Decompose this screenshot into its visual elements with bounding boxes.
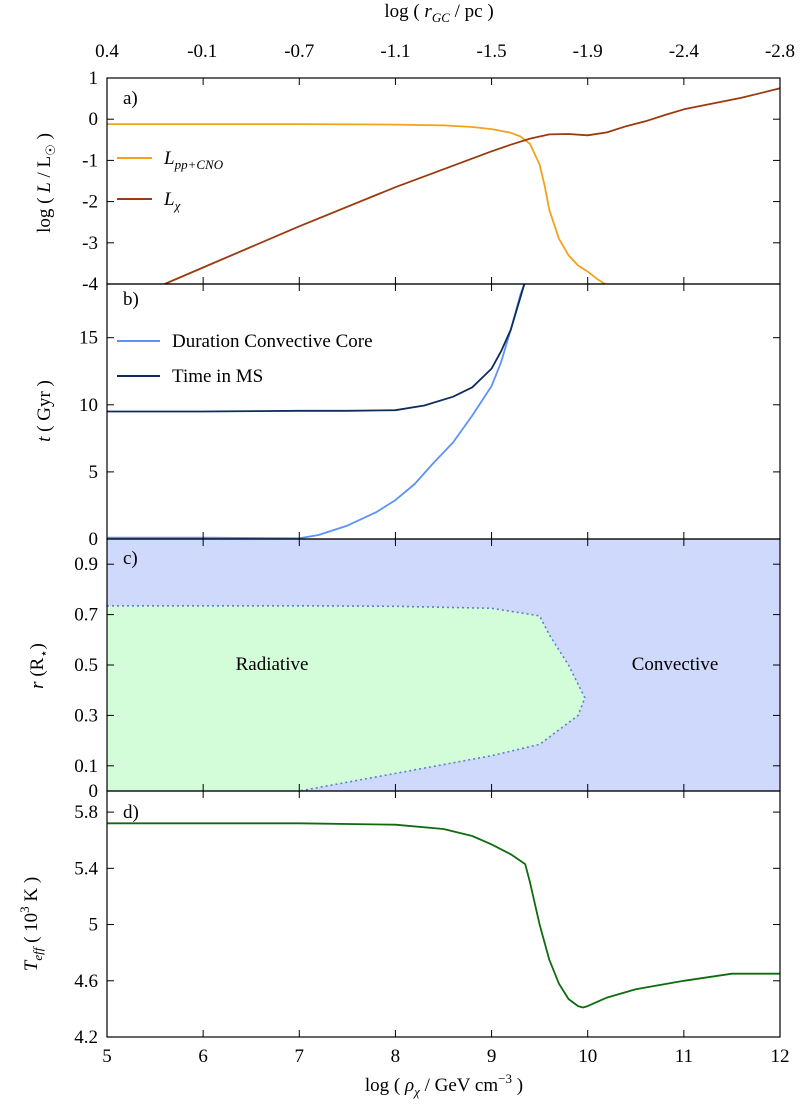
panel-c-tag: c) <box>123 548 138 569</box>
top-x-tick-label: -1.9 <box>573 41 603 62</box>
panel-c-ytick-label: 0.5 <box>74 655 98 676</box>
panel-c-ytick-label: 0.3 <box>74 705 98 726</box>
legend-label-time-in-ms: Time in MS <box>172 366 263 387</box>
panel-d-y-axis-title: Teff ( 103 K ) <box>17 877 45 971</box>
x-tick-label: 5 <box>102 1046 112 1067</box>
panel-b-ytick-label: 15 <box>79 328 98 349</box>
panel-a-frame <box>106 77 781 285</box>
panel-d: 4.2 4.6 5 5.4 5.8 <box>74 791 781 1048</box>
panel-a-ytick-label: -1 <box>82 150 98 171</box>
legend-label-duration-convective-core: Duration Convective Core <box>172 331 373 352</box>
panel-a-tag: a) <box>123 88 138 109</box>
series-line-t-eff <box>107 822 780 1009</box>
panel-d-ytick-label: 4.2 <box>74 1027 98 1048</box>
top-x-tick-label: -0.1 <box>187 41 217 62</box>
panel-d-frame <box>106 790 781 1038</box>
region-label-convective: Convective <box>632 654 719 675</box>
panel-b: 0 5 10 15 <box>79 284 781 550</box>
panel-b-ytick-label: 0 <box>89 529 99 550</box>
panel-a-ytick-label: 1 <box>89 68 99 89</box>
panel-a-y-axis-title: log ( L / L☉ ) <box>34 133 58 233</box>
panel-c-ytick-label: 0.9 <box>74 554 98 575</box>
top-x-tick-label: -1.5 <box>477 41 507 62</box>
region-radiative-fill <box>107 605 585 791</box>
x-tick-label: 12 <box>771 1046 790 1067</box>
x-tick-label: 9 <box>487 1046 497 1067</box>
panel-c-ytick-label: 0 <box>89 781 99 802</box>
x-tick-label: 10 <box>578 1046 597 1067</box>
panel-d-tag: d) <box>123 802 139 823</box>
panel-a-ytick-label: 0 <box>89 109 99 130</box>
x-tick-label: 6 <box>198 1046 208 1067</box>
region-label-radiative: Radiative <box>236 654 309 675</box>
top-x-tick-label: 0.4 <box>95 41 119 62</box>
series-line-l <box>164 87 780 284</box>
series-line-duration-convective-core <box>107 284 526 539</box>
top-x-tick-label: -0.7 <box>284 41 314 62</box>
x-tick-label: 11 <box>675 1046 693 1067</box>
x-axis-title: log ( ρχ / GeV cm−3 ) <box>365 1071 523 1099</box>
panel-a: 1 0 -1 -2 -3 -4 <box>82 68 781 295</box>
legend-label-lchi: Lχ <box>163 189 181 213</box>
panel-c-ytick-label: 0.7 <box>74 605 98 626</box>
panel-c-y-axis-title: r (R⋆) <box>27 643 51 689</box>
panel-a-ytick-label: -2 <box>82 192 98 213</box>
panel-d-ytick-label: 5.4 <box>74 858 98 879</box>
panel-c: 0 0.1 0.3 0.5 0.7 0.9 <box>74 539 781 802</box>
panel-a-ytick-label: -3 <box>82 233 98 254</box>
panel-b-ytick-label: 10 <box>79 395 98 416</box>
panel-d-ytick-label: 4.6 <box>74 971 98 992</box>
panel-d-ytick-label: 5 <box>89 915 99 936</box>
top-x-tick-label: -2.4 <box>669 41 700 62</box>
panel-d-ytick-label: 5.8 <box>74 802 98 823</box>
region-boundary-line <box>107 604 586 791</box>
top-x-tick-label: -1.1 <box>380 41 410 62</box>
panel-b-tag: b) <box>123 289 139 310</box>
legend-label-lppcno: Lpp+CNO <box>163 148 224 172</box>
series-line-time-in-ms <box>107 284 526 413</box>
panel-b-ytick-label: 5 <box>89 462 99 483</box>
x-tick-label: 8 <box>391 1046 401 1067</box>
x-tick-label: 7 <box>295 1046 305 1067</box>
series-line-l-pp-cno <box>107 123 606 284</box>
top-axis-title: log ( rGC / pc ) <box>384 1 493 25</box>
panel-a-ytick-label: -4 <box>82 274 98 295</box>
panel-b-y-axis-title: t ( Gyr ) <box>34 380 55 442</box>
panel-c-ytick-label: 0.1 <box>74 756 98 777</box>
top-x-tick-label: -2.8 <box>765 41 795 62</box>
